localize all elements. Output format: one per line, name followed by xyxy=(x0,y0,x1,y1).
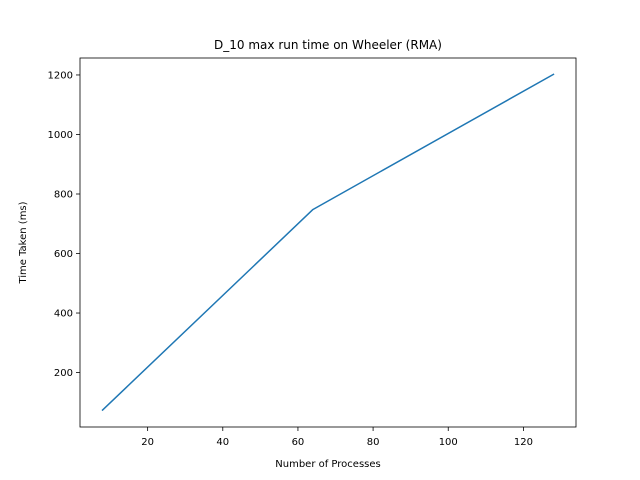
y-tick-label: 800 xyxy=(54,189,73,200)
y-tick-label: 1000 xyxy=(48,130,73,141)
y-axis: 200 400 600 800 1000 1200 xyxy=(48,70,80,379)
y-tick-label: 600 xyxy=(54,249,73,260)
x-tick-label: 40 xyxy=(216,437,229,448)
x-axis: 20 40 60 80 100 120 xyxy=(141,427,533,448)
plot-area xyxy=(79,57,577,428)
chart-title: D_10 max run time on Wheeler (RMA) xyxy=(214,38,442,52)
x-tick-label: 20 xyxy=(141,437,154,448)
x-tick-label: 120 xyxy=(514,437,533,448)
y-tick-label: 1200 xyxy=(48,70,73,81)
y-tick-label: 400 xyxy=(54,309,73,320)
y-tick-label: 200 xyxy=(54,368,73,379)
x-axis-label: Number of Processes xyxy=(275,459,380,470)
y-axis-label: Time Taken (ms) xyxy=(18,201,29,284)
x-tick-label: 80 xyxy=(367,437,380,448)
plot-frame xyxy=(79,57,577,428)
x-tick-label: 60 xyxy=(292,437,305,448)
series-line xyxy=(101,73,555,412)
x-tick-label: 100 xyxy=(439,437,458,448)
series-layer xyxy=(101,73,555,412)
